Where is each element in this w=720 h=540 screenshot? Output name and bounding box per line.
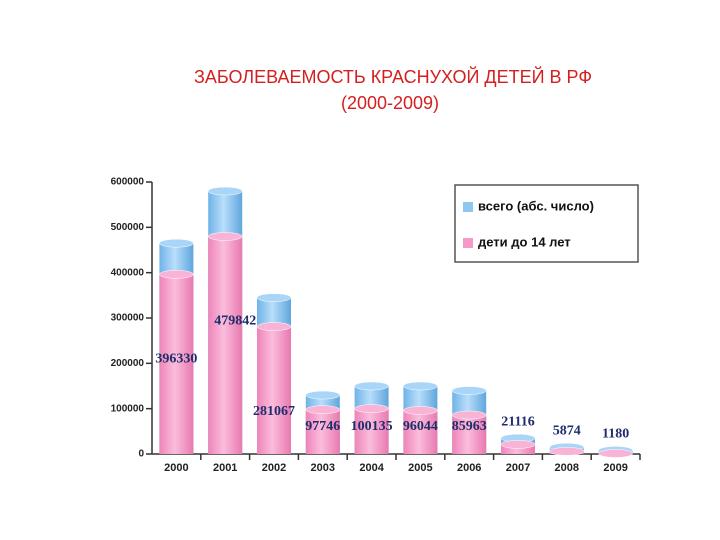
data-label: 100135	[351, 419, 393, 434]
x-tick-label: 2006	[457, 462, 481, 474]
x-tick-label: 2003	[311, 462, 335, 474]
chart-subtitle: (2000-2009)	[341, 93, 439, 113]
legend-label: дети до 14 лет	[478, 234, 571, 249]
bar-cap	[159, 270, 194, 279]
data-label: 479842	[214, 314, 256, 329]
data-label: 21116	[501, 414, 534, 429]
bar-cap	[451, 410, 487, 420]
bar-cap	[256, 293, 292, 302]
bar-cap	[500, 440, 536, 449]
data-label: 97746	[305, 419, 340, 434]
x-tick-label: 2009	[603, 462, 627, 474]
legend-swatch	[463, 202, 473, 212]
bar-cap	[305, 390, 341, 400]
bar-cap	[207, 186, 243, 196]
data-label: 281067	[253, 404, 295, 419]
bar-cap	[451, 386, 487, 395]
y-tick-label: 200000	[111, 358, 145, 369]
y-tick-label: 500000	[111, 222, 145, 233]
bar-cap	[256, 322, 292, 331]
bar	[354, 408, 389, 454]
data-label: 396330	[155, 352, 197, 367]
x-tick-label: 2008	[555, 462, 579, 474]
y-tick-label: 0	[138, 449, 144, 460]
bar	[208, 236, 243, 454]
bar-cap	[549, 447, 585, 456]
chart-title: ЗАБОЛЕВАЕМОСТЬ КРАСНУХОЙ ДЕТЕЙ В РФ	[194, 66, 592, 87]
bar	[159, 274, 194, 454]
bar-cap	[403, 381, 438, 391]
x-tick-label: 2005	[408, 462, 432, 474]
bar-cap	[354, 381, 389, 391]
legend-label: всего (абс. число)	[478, 198, 594, 213]
x-tick-label: 2007	[506, 462, 530, 474]
y-tick-label: 600000	[111, 177, 145, 188]
bar-cap	[207, 232, 243, 241]
bar	[452, 415, 487, 454]
y-tick-label: 100000	[111, 403, 145, 414]
x-tick-label: 2002	[262, 462, 286, 474]
bar-cap	[305, 405, 341, 414]
legend-swatch	[463, 238, 473, 248]
bar-cap	[159, 238, 194, 248]
y-tick-label: 400000	[111, 267, 145, 278]
bar	[501, 444, 535, 454]
bar-cap	[598, 449, 633, 458]
x-tick-label: 2000	[164, 462, 188, 474]
legend-box	[454, 184, 639, 263]
bar-cap	[354, 404, 389, 413]
bar	[257, 326, 291, 454]
y-tick-label: 300000	[111, 313, 145, 324]
bar	[305, 409, 340, 454]
data-label: 96044	[403, 419, 438, 434]
bar-cap	[403, 406, 438, 415]
bar	[403, 410, 438, 454]
data-label: 85963	[452, 419, 487, 434]
data-label: 5874	[553, 423, 581, 438]
x-tick-label: 2004	[359, 462, 384, 474]
x-tick-label: 2001	[213, 462, 237, 474]
data-label: 1180	[602, 427, 629, 442]
